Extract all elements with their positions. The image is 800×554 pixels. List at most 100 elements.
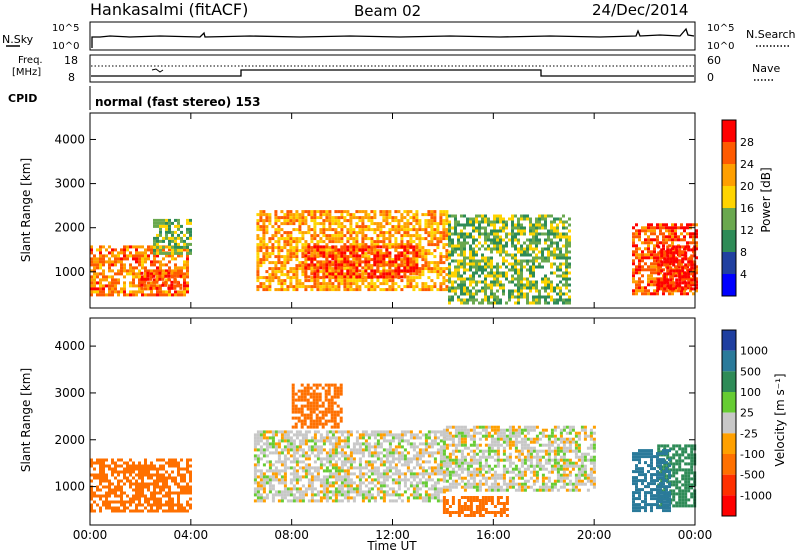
heatmap-cell — [132, 293, 135, 297]
heatmap-cell — [442, 228, 446, 232]
heatmap-cell — [427, 249, 431, 253]
heatmap-cell — [189, 221, 192, 225]
heatmap-cell — [150, 245, 153, 249]
heatmap-cell — [295, 216, 299, 220]
heatmap-cell — [418, 448, 422, 452]
heatmap-cell — [484, 226, 487, 230]
heatmap-cell — [463, 301, 466, 305]
heatmap-cell — [165, 269, 168, 273]
heatmap-cell — [385, 245, 389, 249]
heatmap-cell — [382, 490, 386, 494]
heatmap-cell — [695, 268, 698, 272]
heatmap-cell — [319, 263, 323, 267]
heatmap-cell — [535, 253, 538, 257]
heatmap-cell — [337, 231, 341, 235]
heatmap-cell — [463, 253, 466, 257]
heatmap-cell — [469, 247, 472, 251]
heatmap-cell — [180, 251, 183, 255]
heatmap-cell — [451, 241, 454, 245]
heatmap-cell — [463, 241, 466, 245]
heatmap-cell — [442, 246, 446, 250]
heatmap-cell — [671, 232, 674, 236]
heatmap-cell — [283, 481, 287, 485]
heatmap-cell — [650, 271, 653, 275]
heatmap-cell — [379, 257, 383, 261]
heatmap-cell — [532, 301, 535, 305]
heatmap-cell — [171, 464, 174, 468]
heatmap-cell — [385, 254, 389, 258]
freq-blip — [151, 68, 164, 73]
heatmap-cell — [418, 234, 422, 238]
heatmap-cell — [162, 272, 165, 276]
heatmap-cell — [538, 289, 541, 293]
heatmap-cell — [391, 481, 395, 485]
heatmap-cell — [481, 286, 484, 290]
heatmap-cell — [433, 487, 437, 491]
heatmap-cell — [541, 250, 544, 254]
heatmap-cell — [93, 263, 96, 267]
heatmap-cell — [318, 419, 322, 423]
heatmap-cell — [334, 460, 338, 464]
heatmap-cell — [427, 493, 431, 497]
heatmap-cell — [300, 395, 304, 399]
heatmap-cell — [547, 295, 550, 299]
heatmap-cell — [415, 213, 419, 217]
heatmap-cell — [298, 499, 302, 503]
heatmap-cell — [138, 494, 141, 498]
heatmap-cell — [502, 250, 505, 254]
heatmap-cell — [177, 497, 180, 501]
heatmap-cell — [478, 241, 481, 245]
heatmap-cell — [295, 255, 299, 259]
heatmap-cell — [659, 232, 662, 236]
heatmap-cell — [421, 472, 425, 476]
heatmap-cell — [532, 256, 535, 260]
heatmap-cell — [409, 272, 413, 276]
heatmap-cell — [186, 485, 189, 489]
heatmap-cell — [346, 490, 350, 494]
heatmap-cell — [520, 262, 523, 266]
heatmap-cell — [256, 279, 260, 283]
heatmap-cell — [478, 265, 481, 269]
heatmap-cell — [659, 256, 662, 260]
heatmap-cell — [162, 290, 165, 294]
heatmap-cell — [553, 286, 556, 290]
heatmap-cell — [120, 266, 123, 270]
heatmap-cell — [538, 232, 541, 236]
heatmap-cell — [301, 490, 305, 494]
heatmap-cell — [319, 245, 323, 249]
heatmap-cell — [189, 230, 192, 234]
heatmap-cell — [322, 251, 326, 255]
heatmap-cell — [337, 216, 341, 220]
heatmap-cell — [481, 232, 484, 236]
heatmap-cell — [421, 475, 425, 479]
heatmap-cell — [108, 260, 111, 264]
heatmap-cell — [168, 221, 171, 225]
heatmap-cell — [325, 219, 329, 223]
heatmap-cell — [328, 240, 332, 244]
heatmap-cell — [659, 223, 662, 227]
heatmap-cell — [568, 256, 571, 260]
heatmap-cell — [565, 256, 568, 260]
heatmap-cell — [559, 298, 562, 302]
heatmap-cell — [304, 442, 308, 446]
heatmap-cell — [309, 425, 313, 429]
heatmap-cell — [90, 494, 93, 498]
heatmap-cell — [295, 273, 299, 277]
heatmap-cell — [102, 473, 105, 477]
heatmap-cell — [322, 481, 326, 485]
heatmap-cell — [484, 298, 487, 302]
heatmap-cell — [352, 228, 356, 232]
heatmap-cell — [436, 493, 440, 497]
heatmap-cell — [529, 253, 532, 257]
heatmap-cell — [475, 226, 478, 230]
heatmap-cell — [406, 279, 410, 283]
heatmap-cell — [454, 274, 457, 278]
heatmap-cell — [430, 439, 434, 443]
heatmap-cell — [325, 255, 329, 259]
heatmap-cell — [307, 466, 311, 470]
heatmap-cell — [448, 265, 451, 269]
heatmap-cell — [430, 469, 434, 473]
heatmap-cell — [337, 487, 341, 491]
heatmap-cell — [406, 249, 410, 253]
heatmap-cell — [313, 257, 317, 261]
